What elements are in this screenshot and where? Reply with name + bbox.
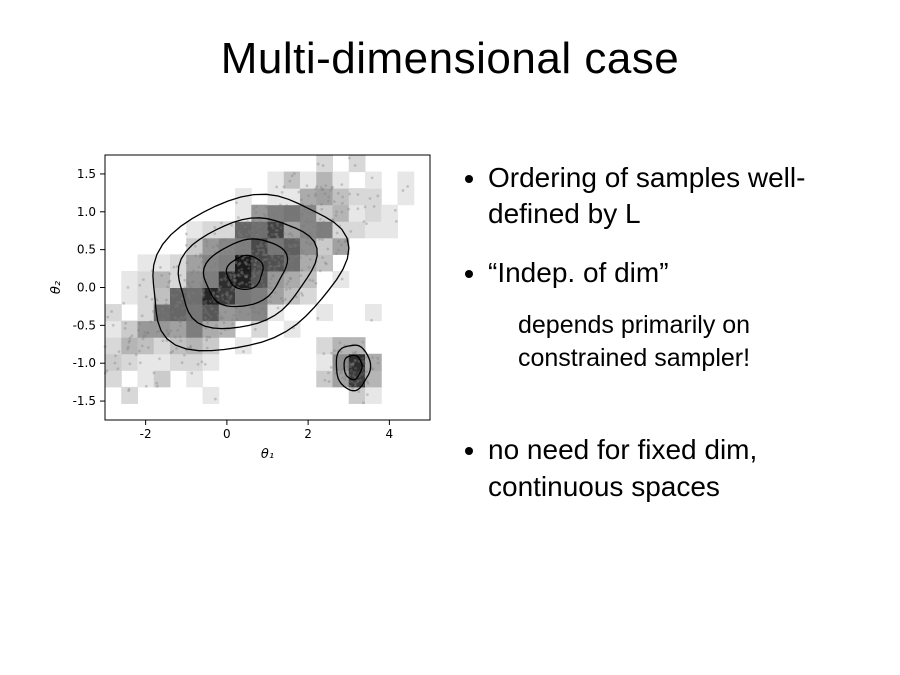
density-contour-chart: -2 0 2 4 -1.5 -1.0 -0.5 0.0 0.5 1.0 1.5 θ₁ θ₂ (40, 145, 440, 475)
bullet-2: “Indep. of dim” depends primarily on con… (488, 255, 880, 374)
page-title: Multi-dimensional case (0, 34, 900, 84)
bullet-list: Ordering of samples well-defined by L “I… (460, 160, 880, 527)
bullet-2-sub: depends primarily on constrained sampler… (518, 309, 880, 374)
bullet-3-text: no need for fixed dim, continuous spaces (488, 434, 757, 501)
svg-text:θ₁: θ₁ (261, 447, 274, 462)
svg-text:-1.0: -1.0 (73, 356, 96, 370)
svg-text:4: 4 (386, 427, 394, 441)
svg-text:0.5: 0.5 (77, 243, 96, 257)
svg-text:1.5: 1.5 (77, 167, 96, 181)
bullet-1-text: Ordering of samples well-defined by L (488, 162, 805, 229)
svg-text:1.0: 1.0 (77, 205, 96, 219)
svg-text:-0.5: -0.5 (73, 318, 96, 332)
svg-text:0.0: 0.0 (77, 281, 96, 295)
svg-text:0: 0 (223, 427, 231, 441)
bullet-3: no need for fixed dim, continuous spaces (488, 432, 880, 505)
slide: Multi-dimensional case -2 0 2 4 -1.5 -1.0 -0.5… (0, 0, 900, 675)
svg-text:-1.5: -1.5 (73, 394, 96, 408)
svg-text:θ₂: θ₂ (49, 281, 64, 294)
bullet-1: Ordering of samples well-defined by L (488, 160, 880, 233)
svg-text:2: 2 (304, 427, 312, 441)
svg-text:-2: -2 (140, 427, 152, 441)
spacer (460, 396, 880, 432)
bullet-2-text: “Indep. of dim” (488, 257, 669, 288)
